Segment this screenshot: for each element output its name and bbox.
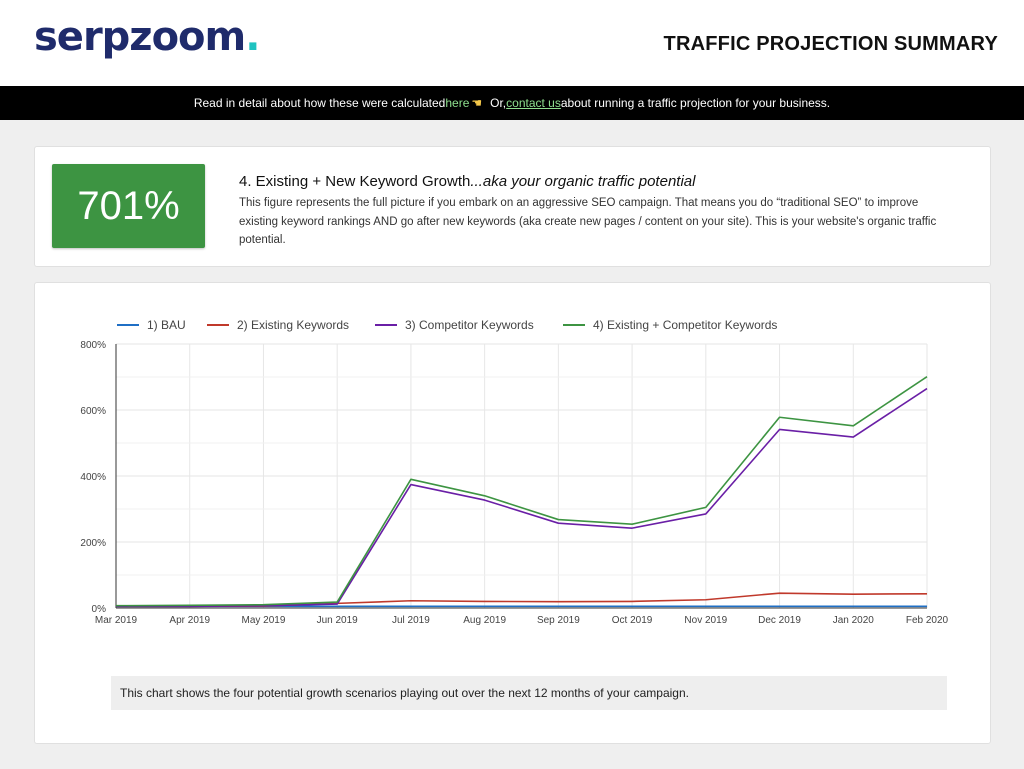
info-text-or: Or, — [490, 96, 507, 110]
x-tick-label: Oct 2019 — [612, 615, 653, 626]
x-tick-label: Mar 2019 — [95, 615, 138, 626]
y-tick-label: 0% — [92, 604, 107, 615]
series-line-4 — [115, 376, 928, 607]
x-tick-label: Sep 2019 — [537, 615, 580, 626]
growth-percent-badge: 701% — [52, 164, 205, 248]
y-tick-label: 800% — [80, 340, 106, 351]
here-link[interactable]: here — [445, 96, 470, 110]
scenario-title-italic: ...aka your organic traffic potential — [470, 173, 696, 190]
info-text-before: Read in detail about how these were calc… — [193, 96, 446, 110]
scenario-description: This figure represents the full picture … — [239, 197, 937, 246]
series-line-3 — [116, 387, 928, 608]
y-tick-label: 600% — [80, 406, 106, 417]
scenario-title-plain: 4. Existing + New Keyword Growth — [239, 173, 471, 190]
chart-caption: This chart shows the four potential grow… — [111, 676, 947, 710]
summary-card: 701% 4. Existing + New Keyword Growth...… — [34, 146, 991, 267]
chart-card: 0% 200% 400% 600% 800% Mar 2019 Apr 2019 May 20… — [34, 282, 991, 744]
legend-label: 4) Existing + Competitor Keywords — [593, 318, 777, 332]
x-tick-label: Jun 2019 — [317, 615, 359, 626]
x-tick-label: Dec 2019 — [758, 615, 801, 626]
pointing-hand-icon: ☚ — [471, 96, 483, 110]
legend-label: 2) Existing Keywords — [237, 318, 349, 332]
x-tick-label: Jul 2019 — [392, 615, 430, 626]
legend-label: 3) Competitor Keywords — [405, 318, 534, 332]
info-text-after: about running a traffic projection for y… — [560, 96, 831, 110]
x-tick-label: Nov 2019 — [684, 615, 727, 626]
report-title: TRAFFIC PROJECTION SUMMARY — [663, 33, 998, 55]
contact-us-link[interactable]: contact us — [506, 96, 561, 110]
y-tick-label: 400% — [80, 472, 106, 483]
scenario-title: 4. Existing + New Keyword Growth...aka y… — [239, 173, 695, 190]
top-header: serpzoom. TRAFFIC PROJECTION SUMMARY — [0, 0, 1024, 86]
x-tick-label: Apr 2019 — [169, 615, 210, 626]
legend-label: 1) BAU — [147, 318, 186, 332]
info-bar: Read in detail about how these were calc… — [0, 86, 1024, 120]
y-tick-label: 200% — [80, 538, 106, 549]
x-tick-label: Feb 2020 — [906, 615, 949, 626]
logo-text: serpzoom — [34, 14, 246, 60]
logo-dot: . — [245, 14, 260, 60]
serpzoom-logo[interactable]: serpzoom. — [34, 14, 260, 60]
x-tick-label: Jan 2020 — [833, 615, 875, 626]
traffic-projection-chart: 0% 200% 400% 600% 800% Mar 2019 Apr 2019 May 20… — [80, 318, 949, 626]
x-tick-label: May 2019 — [241, 615, 285, 626]
x-tick-label: Aug 2019 — [463, 615, 506, 626]
